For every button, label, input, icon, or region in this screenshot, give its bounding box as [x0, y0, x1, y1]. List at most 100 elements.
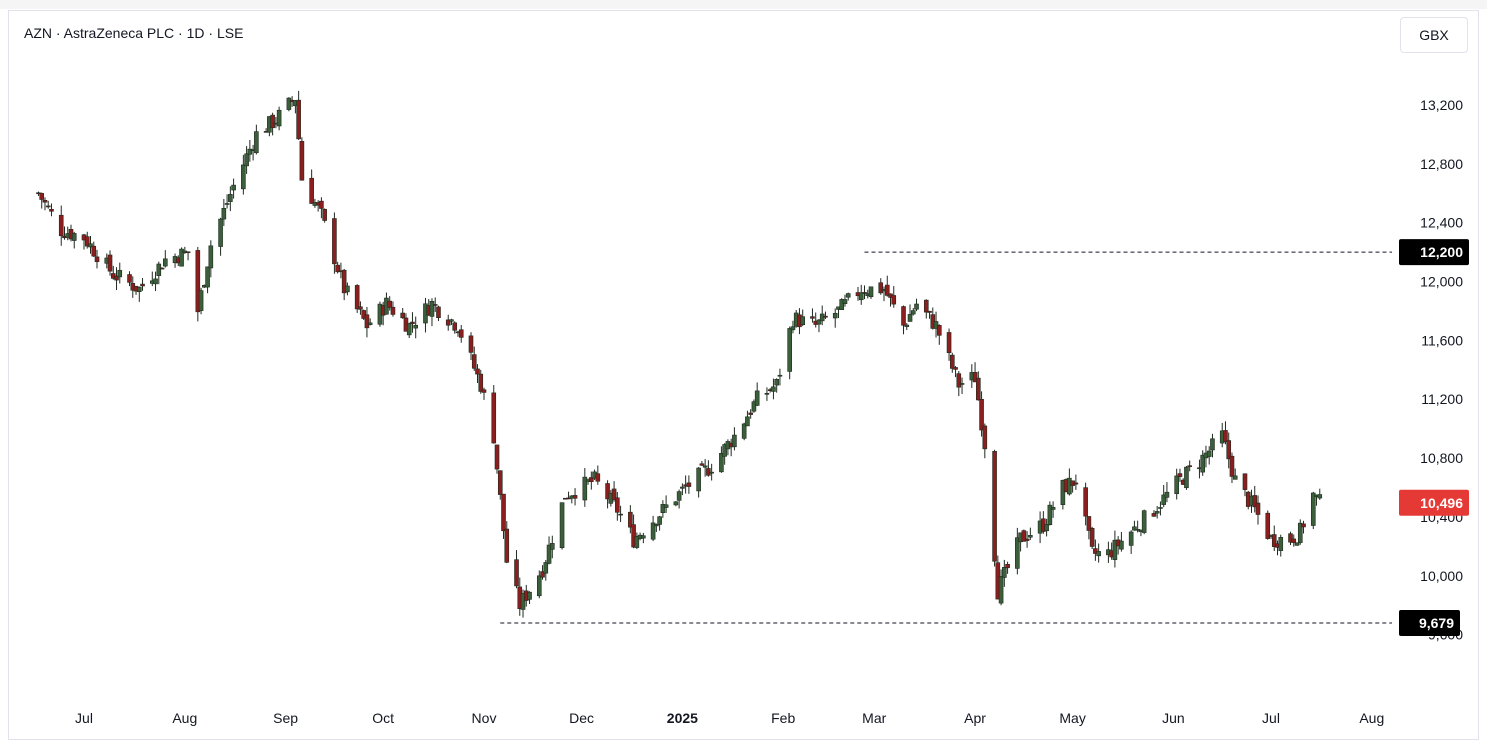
high-price-badge — [1399, 239, 1469, 266]
candle-body — [153, 278, 158, 285]
candle-body — [904, 324, 910, 327]
candle-body — [231, 184, 236, 191]
candle-body — [1252, 495, 1258, 508]
candle-body — [696, 467, 701, 492]
candle-body — [771, 386, 776, 392]
candle-body — [400, 312, 406, 319]
candle-body — [1291, 538, 1297, 543]
candle-body — [341, 269, 347, 294]
candle-body — [198, 290, 204, 311]
candle-body — [270, 114, 275, 129]
chart-title: AZN · AstraZeneca PLC · 1D · LSE — [24, 25, 244, 41]
candle-body — [224, 203, 230, 205]
y-tick-label: 10,800 — [1420, 450, 1463, 466]
candle-body — [732, 434, 737, 448]
candle-body — [205, 266, 210, 288]
candle-body — [615, 497, 620, 513]
candle-body — [1210, 438, 1215, 451]
candle-body — [676, 491, 682, 501]
candle-body — [185, 251, 191, 254]
candle-body — [536, 575, 542, 597]
x-tick-label: Jul — [1262, 710, 1280, 726]
candle-body — [790, 326, 796, 331]
candle-body — [504, 528, 510, 563]
candle-body — [358, 306, 363, 310]
y-tick-label: 11,200 — [1421, 391, 1463, 407]
candles — [36, 90, 1323, 618]
candle-body — [1083, 487, 1088, 517]
candle-body — [452, 322, 458, 331]
candle-body — [702, 465, 708, 468]
candle-body — [810, 316, 815, 319]
candle-body — [800, 316, 806, 325]
candle-body — [1067, 477, 1072, 495]
candle-body — [628, 511, 633, 528]
candle-body — [1093, 548, 1098, 554]
candle-body — [296, 99, 301, 140]
candle-body — [413, 324, 419, 329]
candle-body — [254, 131, 259, 154]
candle-body — [159, 267, 165, 270]
low-price-badge-label: 9,679 — [1419, 615, 1454, 631]
candle-body — [1177, 473, 1183, 477]
candle-body — [406, 323, 412, 336]
candle-body — [1128, 531, 1134, 546]
candle-body — [1294, 542, 1300, 546]
x-tick-label: Sep — [273, 710, 298, 726]
candle-body — [481, 389, 487, 393]
candle-body — [1132, 526, 1137, 531]
candle-body — [901, 306, 906, 326]
candle-body — [816, 319, 822, 325]
candle-body — [91, 245, 97, 257]
candle-body — [497, 470, 503, 495]
candle-body — [475, 368, 480, 375]
candle-body — [1086, 516, 1092, 531]
candle-body — [1301, 523, 1306, 528]
candle-body — [595, 473, 601, 482]
candle-body — [673, 501, 679, 506]
candle-body — [748, 412, 753, 415]
candle-body — [208, 245, 214, 269]
candle-body — [429, 301, 435, 317]
y-tick-label: 11,600 — [1421, 332, 1463, 348]
candle-body — [244, 153, 249, 167]
candle-body — [1200, 454, 1206, 473]
candle-body — [992, 451, 997, 562]
candle-body — [1112, 539, 1118, 560]
candle-body — [777, 374, 783, 377]
candle-body — [520, 593, 526, 610]
candle-body — [1206, 450, 1212, 457]
candle-body — [514, 559, 519, 587]
candle-body — [858, 292, 864, 301]
candle-body — [1154, 511, 1160, 514]
x-tick-label: Apr — [964, 710, 986, 726]
candle-body — [764, 393, 770, 395]
candle-body — [458, 329, 464, 338]
candle-body — [445, 319, 451, 326]
candle-body — [884, 284, 890, 296]
currency-button[interactable]: GBX — [1400, 17, 1468, 53]
candle-body — [136, 287, 142, 292]
candle-body — [1242, 473, 1248, 490]
candle-body — [364, 314, 370, 329]
candle-body — [660, 504, 666, 513]
x-tick-label: Feb — [771, 710, 795, 726]
candle-body — [309, 177, 314, 204]
candle-body — [914, 303, 919, 310]
candle-body — [387, 300, 392, 308]
y-tick-label: 12,800 — [1420, 156, 1463, 172]
last-price-badge — [1399, 489, 1469, 516]
x-tick-label: Jul — [75, 710, 93, 726]
candle-body — [1141, 510, 1147, 533]
candle-body — [572, 495, 578, 499]
candle-body — [936, 325, 942, 336]
candle-body — [543, 562, 549, 574]
candle-body — [933, 321, 939, 329]
candle-body — [478, 373, 484, 392]
candle-body — [1089, 527, 1095, 547]
candle-body — [410, 321, 415, 325]
candle-body — [1096, 551, 1101, 557]
candle-body — [1151, 513, 1157, 517]
candle-body — [1232, 475, 1238, 480]
